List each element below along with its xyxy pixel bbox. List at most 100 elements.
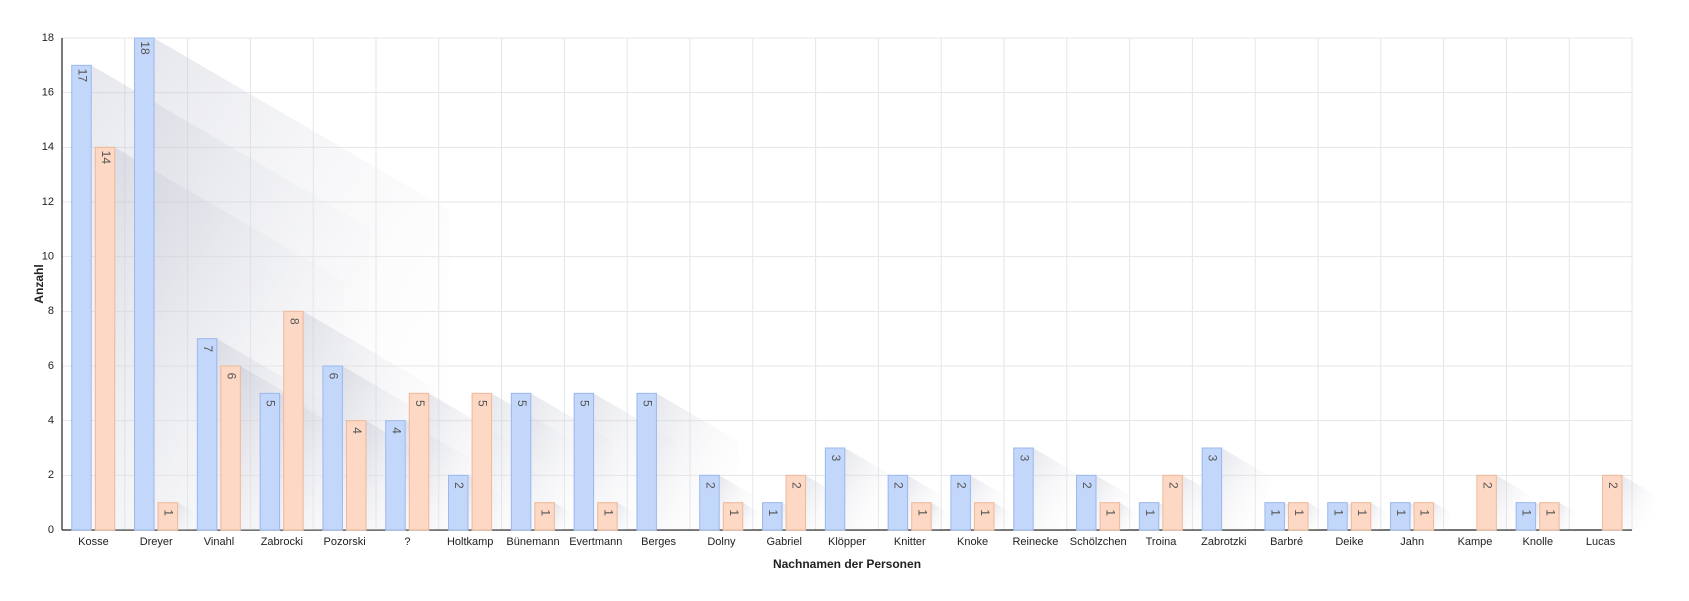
- bar: [950, 474, 971, 531]
- value-label: 1: [1520, 509, 1534, 516]
- value-label: 2: [703, 482, 717, 489]
- value-label: 5: [264, 400, 278, 407]
- x-tick-label: Deike: [1335, 536, 1363, 548]
- bar: [196, 338, 218, 531]
- x-tick-label: Vinahl: [204, 536, 234, 548]
- value-label: 14: [99, 151, 113, 165]
- value-label: 1: [1268, 509, 1282, 516]
- value-label: 4: [350, 427, 364, 434]
- value-label: 7: [201, 345, 215, 352]
- bar: [1350, 502, 1372, 531]
- bar: [71, 64, 92, 531]
- value-label: 1: [162, 509, 176, 516]
- bar: [134, 37, 155, 531]
- value-label: 1: [1394, 509, 1408, 516]
- bar: [973, 502, 995, 531]
- y-tick-label: 14: [42, 141, 54, 153]
- value-label: 1: [915, 509, 929, 516]
- y-tick-label: 12: [42, 196, 54, 208]
- value-label: 2: [1166, 482, 1180, 489]
- bar-shadow: [742, 502, 760, 530]
- bar-shadow: [554, 502, 571, 530]
- x-tick-label: Troina: [1146, 536, 1178, 548]
- x-tick-label: Kampe: [1458, 536, 1493, 548]
- x-tick-label: Kosse: [78, 536, 109, 548]
- value-label: 17: [75, 69, 89, 83]
- y-tick-label: 18: [42, 32, 54, 44]
- bar: [448, 474, 469, 531]
- bar-shadow: [931, 502, 948, 530]
- bar-shadow: [844, 448, 895, 530]
- bar: [1327, 502, 1348, 531]
- bar: [408, 392, 430, 531]
- y-tick-label: 16: [42, 87, 54, 99]
- x-tick-label: Gabriel: [766, 536, 801, 548]
- value-label: 3: [829, 455, 843, 462]
- x-tick-label: Evertmann: [569, 536, 622, 548]
- x-tick-label: Zabrocki: [261, 536, 303, 548]
- bar: [636, 392, 657, 531]
- bar: [1201, 447, 1223, 531]
- value-label: 1: [601, 509, 615, 516]
- value-label: 1: [1543, 509, 1557, 516]
- bar: [722, 502, 744, 531]
- bar-shadow: [1221, 448, 1271, 530]
- bar-shadow: [617, 502, 634, 530]
- bar: [283, 310, 304, 531]
- bar-shadow: [993, 502, 1011, 530]
- bar: [1076, 474, 1097, 531]
- bar: [1287, 502, 1309, 531]
- bar: [94, 146, 116, 531]
- y-tick-label: 4: [48, 415, 54, 427]
- value-label: 6: [326, 373, 340, 380]
- value-label: 5: [515, 400, 529, 407]
- value-label: 2: [892, 482, 906, 489]
- bar: [1390, 502, 1411, 531]
- x-tick-label: Schölzchen: [1070, 536, 1127, 548]
- value-label: 18: [138, 41, 152, 55]
- bar: [157, 502, 179, 531]
- y-axis-title: Anzahl: [32, 264, 46, 303]
- x-tick-label: Lucas: [1586, 536, 1616, 548]
- bar: [322, 365, 343, 531]
- value-label: 2: [1480, 482, 1494, 489]
- value-label: 1: [1104, 509, 1118, 516]
- x-tick-label: Holtkamp: [447, 536, 493, 548]
- bar: [699, 474, 720, 531]
- value-label: 4: [389, 427, 403, 434]
- x-tick-label: Zabrotzki: [1201, 536, 1246, 548]
- value-label: 2: [954, 482, 968, 489]
- bar: [785, 474, 807, 531]
- bar: [1264, 502, 1285, 531]
- value-label: 1: [978, 509, 992, 516]
- value-label: 5: [413, 400, 427, 407]
- x-tick-label: Klöpper: [828, 536, 866, 548]
- value-label: 2: [1080, 482, 1094, 489]
- x-tick-label: Knoke: [957, 536, 988, 548]
- x-tick-label: Pozorski: [324, 536, 366, 548]
- x-tick-label: Barbré: [1270, 536, 1303, 548]
- bar-shadow: [1559, 502, 1576, 530]
- value-label: 1: [766, 509, 780, 516]
- value-label: 2: [452, 482, 466, 489]
- bar: [471, 392, 493, 531]
- bar: [220, 365, 241, 531]
- bar: [345, 420, 367, 531]
- y-tick-label: 8: [48, 305, 54, 317]
- bar: [1138, 502, 1160, 531]
- bar-shadow: [1621, 475, 1655, 530]
- bar: [1515, 502, 1537, 531]
- bar-shadow: [1307, 502, 1325, 530]
- x-tick-label: Dolny: [707, 536, 736, 548]
- value-label: 1: [1418, 509, 1432, 516]
- y-tick-label: 0: [48, 524, 54, 536]
- bar: [385, 420, 406, 531]
- bar: [911, 502, 932, 531]
- x-tick-label: ?: [404, 536, 410, 548]
- bar-shadow: [1033, 448, 1083, 530]
- y-tick-label: 6: [48, 360, 54, 372]
- value-label: 5: [578, 400, 592, 407]
- bar: [1162, 474, 1183, 531]
- bar-shadow: [1370, 502, 1388, 530]
- value-label: 3: [1206, 455, 1220, 462]
